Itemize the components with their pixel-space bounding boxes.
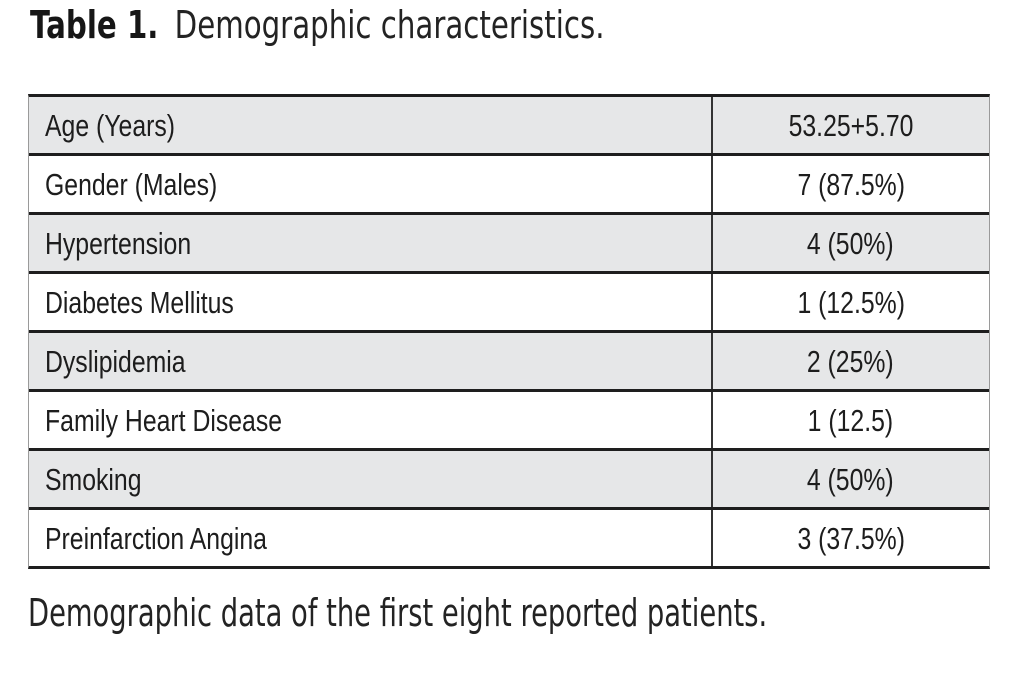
table-row-smoking: Smoking 4 (50%) bbox=[29, 451, 989, 510]
row-value: 4 (50%) bbox=[807, 461, 895, 497]
row-value-cell: 7 (87.5%) bbox=[713, 156, 989, 212]
row-label-cell: Hypertension bbox=[29, 215, 713, 271]
row-value-cell: 3 (37.5%) bbox=[713, 510, 989, 566]
table-title-number: Table 1. bbox=[30, 3, 159, 47]
row-value: 2 (25%) bbox=[807, 343, 895, 379]
row-label-cell: Gender (Males) bbox=[29, 156, 713, 212]
row-value: 53.25+5.70 bbox=[788, 107, 914, 143]
table-row-hypertension: Hypertension 4 (50%) bbox=[29, 215, 989, 274]
row-value-cell: 53.25+5.70 bbox=[713, 97, 989, 153]
table-title: Table 1. Demographic characteristics. bbox=[30, 3, 605, 48]
table-row-gender: Gender (Males) 7 (87.5%) bbox=[29, 156, 989, 215]
table-row-preinfarction-angina: Preinfarction Angina 3 (37.5%) bbox=[29, 510, 989, 566]
row-label: Family Heart Disease bbox=[45, 402, 283, 438]
table-row-family-heart-disease: Family Heart Disease 1 (12.5) bbox=[29, 392, 989, 451]
row-value-cell: 1 (12.5%) bbox=[713, 274, 989, 330]
table-title-text: Demographic characteristics. bbox=[174, 3, 605, 47]
row-label-cell: Diabetes Mellitus bbox=[29, 274, 713, 330]
row-label-cell: Preinfarction Angina bbox=[29, 510, 713, 566]
row-label-cell: Smoking bbox=[29, 451, 713, 507]
row-value-cell: 4 (50%) bbox=[713, 451, 989, 507]
row-label: Hypertension bbox=[45, 225, 192, 261]
table-row-dyslipidemia: Dyslipidemia 2 (25%) bbox=[29, 333, 989, 392]
row-label: Gender (Males) bbox=[45, 166, 218, 202]
row-label: Smoking bbox=[45, 461, 142, 497]
row-label: Preinfarction Angina bbox=[45, 520, 267, 556]
row-label: Age (Years) bbox=[45, 107, 176, 143]
table-caption: Demographic data of the first eight repo… bbox=[28, 591, 768, 635]
row-value: 1 (12.5%) bbox=[796, 284, 905, 320]
row-value: 1 (12.5) bbox=[808, 402, 894, 438]
row-label: Diabetes Mellitus bbox=[45, 284, 234, 320]
row-value: 7 (87.5%) bbox=[796, 166, 905, 202]
row-value-cell: 1 (12.5) bbox=[713, 392, 989, 448]
row-label-cell: Age (Years) bbox=[29, 97, 713, 153]
row-value: 3 (37.5%) bbox=[796, 520, 905, 556]
row-value-cell: 2 (25%) bbox=[713, 333, 989, 389]
row-label: Dyslipidemia bbox=[45, 343, 186, 379]
table-row-age: Age (Years) 53.25+5.70 bbox=[29, 97, 989, 156]
row-label-cell: Dyslipidemia bbox=[29, 333, 713, 389]
demographics-table: Age (Years) 53.25+5.70 Gender (Males) 7 … bbox=[28, 94, 990, 569]
row-label-cell: Family Heart Disease bbox=[29, 392, 713, 448]
row-value: 4 (50%) bbox=[807, 225, 895, 261]
table-row-diabetes: Diabetes Mellitus 1 (12.5%) bbox=[29, 274, 989, 333]
row-value-cell: 4 (50%) bbox=[713, 215, 989, 271]
